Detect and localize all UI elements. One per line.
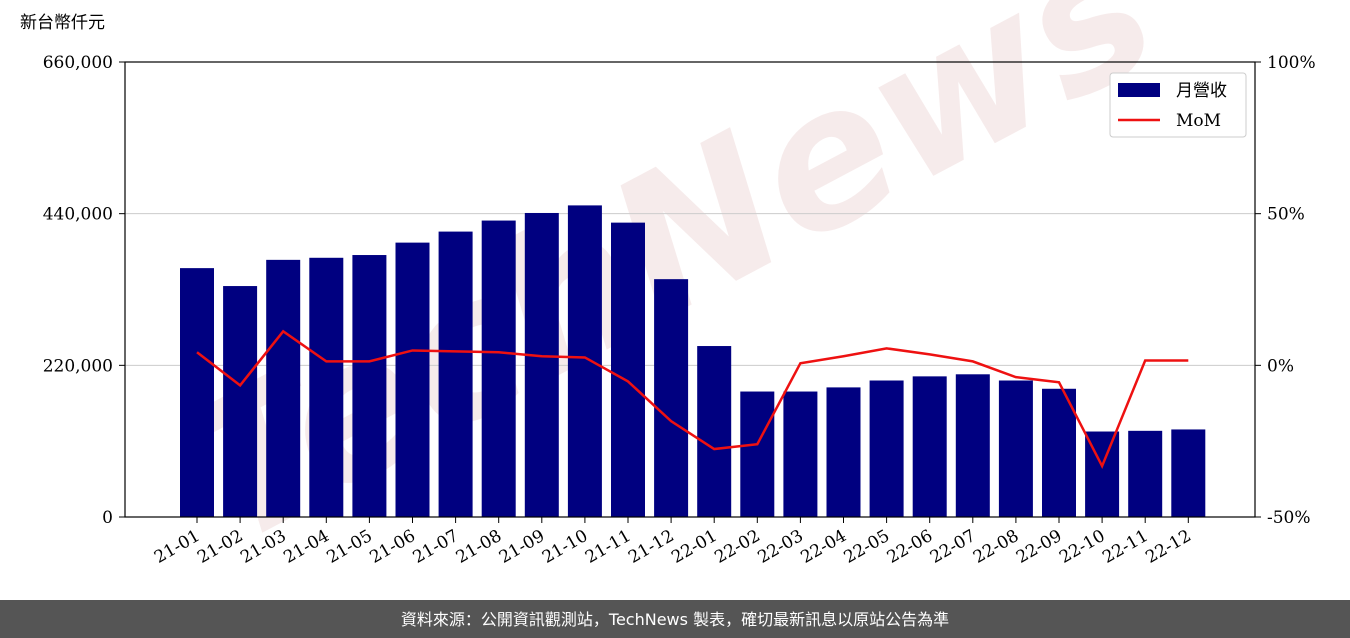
y2-tick-label: -50% bbox=[1267, 508, 1311, 528]
y-unit: 新台幣仟元 bbox=[20, 13, 105, 33]
bar bbox=[352, 255, 387, 517]
footer: 資料來源：公開資訊觀測站，TechNews 製表，確切最新訊息以原站公告為準 bbox=[401, 610, 949, 629]
plot-frame bbox=[124, 61, 1256, 518]
legend-label: 月營收 bbox=[1176, 81, 1227, 101]
bar bbox=[611, 222, 645, 517]
x-tick-label: 22-06 bbox=[884, 526, 936, 568]
line bbox=[196, 329, 1189, 470]
x-tick-label: 22-01 bbox=[668, 526, 720, 568]
x-tick-label: 21-09 bbox=[496, 526, 548, 568]
x-tick-label: 22-11 bbox=[1099, 526, 1151, 568]
bar bbox=[1042, 388, 1076, 517]
y-tick-label: 220,000 bbox=[43, 356, 113, 376]
y2-tick-label: 50% bbox=[1267, 205, 1305, 225]
x-tick-label: 21-06 bbox=[367, 526, 419, 568]
x-tick-label: 21-01 bbox=[151, 526, 203, 568]
bar bbox=[783, 391, 818, 517]
x-tick-label: 21-07 bbox=[410, 526, 462, 568]
bar bbox=[826, 387, 861, 517]
bar bbox=[955, 374, 990, 517]
bar bbox=[266, 259, 301, 517]
footer-bar bbox=[0, 600, 1350, 638]
x-tick-label: 22-09 bbox=[1013, 526, 1065, 568]
x-tick-label: 21-08 bbox=[453, 526, 505, 568]
bar bbox=[998, 380, 1033, 517]
bar bbox=[1128, 430, 1163, 517]
bar bbox=[180, 268, 214, 517]
y-tick-label: 660,000 bbox=[43, 53, 113, 73]
x-tick-label: 22-08 bbox=[970, 526, 1022, 568]
bar bbox=[740, 391, 775, 517]
bar bbox=[524, 212, 559, 517]
bar bbox=[481, 220, 516, 517]
bar bbox=[223, 286, 258, 517]
bar bbox=[438, 231, 473, 517]
legend-swatch bbox=[1118, 83, 1160, 97]
bar bbox=[1171, 429, 1206, 517]
bar bbox=[654, 279, 689, 517]
x-tick-label: 21-10 bbox=[539, 526, 591, 568]
y-tick-label: 440,000 bbox=[43, 205, 113, 225]
x-tick-label: 22-02 bbox=[711, 526, 763, 568]
x-tick-label: 22-03 bbox=[754, 526, 806, 568]
bar bbox=[912, 376, 947, 517]
x-tick-label: 22-04 bbox=[798, 526, 850, 568]
x-tick-label: 21-12 bbox=[625, 526, 677, 568]
bar bbox=[309, 257, 344, 517]
bar bbox=[869, 380, 904, 517]
x-tick-label: 22-07 bbox=[927, 526, 979, 568]
y-tick-label: 0 bbox=[102, 508, 113, 528]
y2-tick-label: 100% bbox=[1267, 53, 1316, 73]
bar bbox=[567, 205, 602, 518]
bar bbox=[697, 346, 732, 517]
x-tick-label: 22-12 bbox=[1142, 526, 1194, 568]
legend-label: MoM bbox=[1176, 111, 1221, 131]
x-tick-label: 22-05 bbox=[841, 526, 893, 568]
bar bbox=[395, 242, 430, 517]
x-tick-label: 21-11 bbox=[582, 526, 634, 568]
y2-tick-label: 0% bbox=[1267, 356, 1294, 376]
x-tick-label: 22-10 bbox=[1056, 526, 1108, 568]
